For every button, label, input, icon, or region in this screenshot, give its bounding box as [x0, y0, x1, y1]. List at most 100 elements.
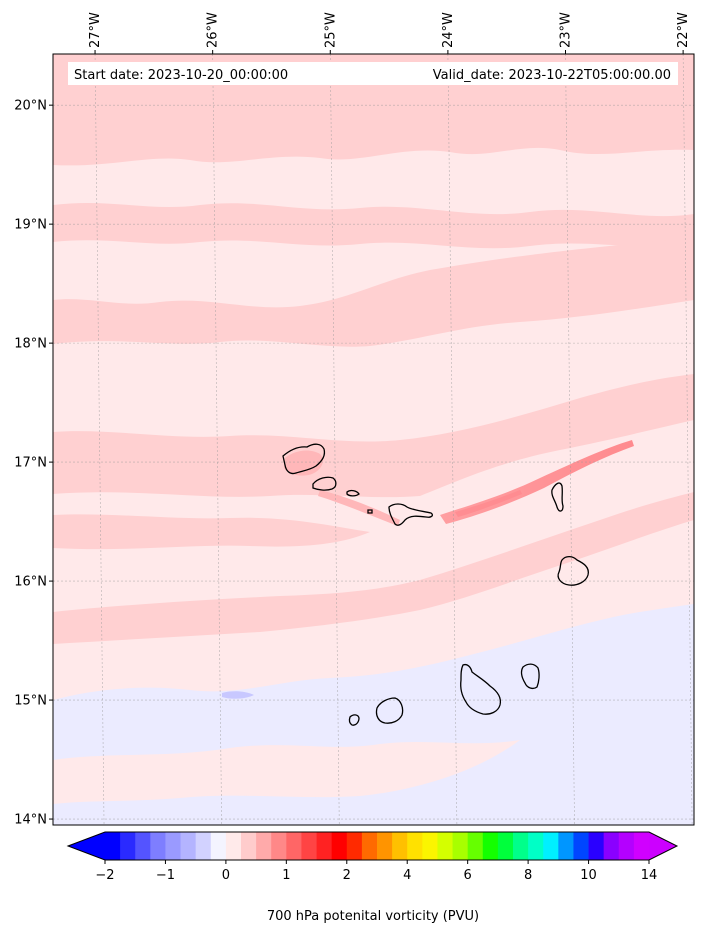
coastline-santiago — [460, 663, 502, 715]
colorbar-tick-label-7: 8 — [524, 868, 532, 883]
colorbar-tick-label-0: −2 — [95, 868, 114, 883]
colorbar-swatch-4 — [165, 832, 181, 860]
y-tick-label-1: 15°N — [14, 694, 47, 709]
y-axis: 14°N 15°N 16°N 17°N 18°N 19°N 20°N — [14, 99, 53, 828]
colorbar-swatch-7 — [210, 832, 227, 860]
colorbar-tick-label-6: 6 — [464, 868, 472, 883]
info-box-background — [68, 62, 678, 85]
coastline-boa-vista — [557, 555, 589, 586]
pv-band-16n — [53, 514, 370, 550]
colorbar-swatch-32 — [588, 832, 605, 860]
coastline-sao-nicolau — [388, 503, 433, 526]
colorbar-swatch-9 — [241, 832, 257, 860]
colorbar-tick-label-2: 0 — [222, 868, 230, 883]
info-box: Start date: 2023-10-20_00:00:00 Valid_da… — [68, 62, 678, 85]
coastline-ilheu — [367, 509, 373, 514]
coastline-santa-luzia — [346, 489, 360, 497]
pv-band-19n — [53, 202, 694, 249]
colorbar-swatch-31 — [573, 832, 589, 860]
x-tick-label-0: 27°W — [88, 12, 103, 48]
y-tick-label-3: 17°N — [14, 456, 47, 471]
y-tick-label-2: 16°N — [14, 575, 47, 590]
colorbar-swatch-15 — [331, 832, 348, 860]
colorbar-swatch-1 — [120, 832, 136, 860]
colorbar-swatch-23 — [452, 832, 469, 860]
colorbar-swatch-26 — [497, 832, 514, 860]
colorbar-tick-label-5: 4 — [403, 868, 411, 883]
colorbar-swatch-2 — [135, 832, 151, 860]
colorbar-swatch-3 — [150, 832, 166, 860]
gridline-lon-4 — [565, 54, 575, 825]
pv-filament-core — [455, 490, 522, 517]
colorbar-swatch-29 — [543, 832, 559, 860]
colorbar: −2 −1 0 1 2 4 6 8 10 14 — [66, 831, 679, 883]
colorbar-tick-label-3: 1 — [282, 868, 290, 883]
colorbar-label: 700 hPa potenital vorticity (PVU) — [267, 909, 479, 924]
colorbar-swatch-25 — [482, 832, 499, 860]
x-tick-label-3: 24°W — [441, 12, 456, 48]
gridline-lon-5 — [682, 54, 693, 825]
coastline-santo-antao — [282, 443, 326, 475]
gridlines — [53, 54, 694, 825]
colorbar-tick-label-1: −1 — [156, 868, 175, 883]
colorbar-swatch-14 — [316, 832, 333, 860]
colorbar-swatch-28 — [528, 832, 544, 860]
colorbar-swatch-6 — [195, 832, 212, 860]
colorbar-tick-label-8: 10 — [580, 868, 597, 883]
colorbar-extend-low — [68, 832, 105, 860]
colorbar-swatch-35 — [633, 832, 650, 860]
pv-low-lobe — [53, 740, 520, 804]
x-tick-label-4: 23°W — [559, 12, 574, 48]
colorbar-swatch-21 — [422, 832, 438, 860]
pv-patch-strip — [318, 490, 400, 526]
colorbar-swatch-12 — [286, 832, 302, 860]
coastlines — [282, 443, 589, 726]
colorbar-swatch-33 — [603, 832, 620, 860]
colorbar-swatch-16 — [346, 832, 363, 860]
coastline-sal — [551, 482, 564, 512]
colorbar-swatch-18 — [377, 832, 393, 860]
colorbar-swatch-20 — [407, 832, 423, 860]
map-panel — [53, 54, 694, 825]
colorbar-swatch-17 — [361, 832, 378, 860]
colorbar-swatch-0 — [105, 832, 121, 860]
pv-band-sw-ne — [53, 492, 694, 644]
colorbar-swatch-11 — [271, 832, 287, 860]
gridline-lon-1 — [212, 54, 222, 825]
y-tick-label-5: 19°N — [14, 218, 47, 233]
pv-contour-field — [53, 54, 694, 825]
colorbar-extend-high — [649, 832, 677, 860]
colorbar-swatch-8 — [225, 832, 242, 860]
x-tick-label-2: 25°W — [323, 12, 338, 48]
x-tick-label-1: 26°W — [206, 12, 221, 48]
colorbar-tick-label-9: 14 — [641, 868, 658, 883]
gridline-lon-2 — [329, 54, 340, 825]
colorbar-swatch-13 — [301, 832, 317, 860]
pv-negative-patch — [222, 691, 254, 699]
gridline-lon-3 — [447, 54, 458, 825]
colorbar-swatch-27 — [513, 832, 529, 860]
coastline-fogo — [375, 697, 404, 724]
coastline-sao-vicente — [312, 476, 337, 491]
y-tick-label-4: 18°N — [14, 337, 47, 352]
gridline-lon-0 — [94, 54, 105, 825]
y-tick-label-0: 14°N — [14, 813, 47, 828]
colorbar-swatch-30 — [558, 832, 574, 860]
pv-band-18n — [53, 238, 694, 347]
map-frame — [52, 53, 695, 826]
colorbar-swatch-34 — [618, 832, 635, 860]
colorbar-swatch-19 — [392, 832, 408, 860]
colorbar-swatch-5 — [180, 832, 197, 860]
y-tick-label-6: 20°N — [14, 99, 47, 114]
pv-band-17n — [53, 374, 694, 498]
coastline-maio — [520, 663, 540, 690]
x-tick-label-5: 22°W — [676, 12, 691, 48]
start-date-label: Start date: 2023-10-20_00:00:00 — [74, 68, 288, 83]
colorbar-tick-label-4: 2 — [343, 868, 351, 883]
colorbar-swatch-10 — [256, 832, 272, 860]
coastline-brava — [348, 714, 360, 726]
colorbar-swatch-22 — [437, 832, 453, 860]
pv-patch-santo-antao — [284, 450, 323, 476]
colorbar-swatch-24 — [467, 832, 484, 860]
